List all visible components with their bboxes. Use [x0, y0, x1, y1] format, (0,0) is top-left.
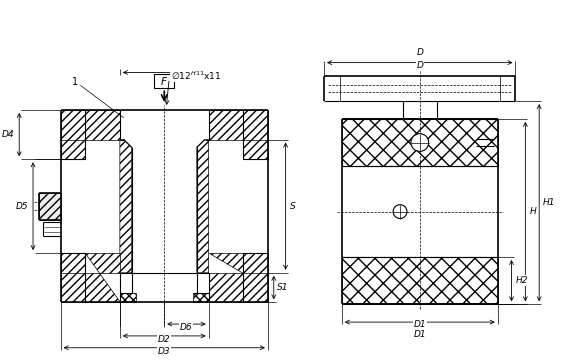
Text: H2: H2: [516, 276, 528, 285]
Polygon shape: [61, 110, 86, 159]
Bar: [154, 75, 174, 88]
Circle shape: [393, 205, 407, 218]
Polygon shape: [61, 253, 86, 302]
Bar: [120, 293, 136, 302]
Polygon shape: [197, 139, 209, 273]
Polygon shape: [243, 110, 268, 159]
Circle shape: [411, 134, 429, 151]
Text: D: D: [416, 60, 423, 70]
Text: D1: D1: [413, 330, 426, 339]
Text: D4: D4: [2, 130, 15, 139]
Polygon shape: [86, 253, 120, 302]
Polygon shape: [209, 253, 243, 302]
Bar: [342, 257, 498, 304]
Bar: [342, 119, 498, 166]
Polygon shape: [243, 139, 268, 159]
Text: $F$: $F$: [160, 75, 168, 87]
Text: S: S: [290, 202, 295, 211]
Text: D5: D5: [16, 202, 28, 211]
Polygon shape: [61, 253, 86, 273]
Text: $\emptyset$12$^{H11}$x11: $\emptyset$12$^{H11}$x11: [171, 69, 222, 82]
Text: D1: D1: [413, 320, 426, 329]
Polygon shape: [243, 253, 268, 273]
Polygon shape: [209, 110, 243, 159]
Polygon shape: [86, 110, 120, 159]
Polygon shape: [120, 139, 132, 273]
Text: D6: D6: [180, 323, 193, 332]
Text: 1: 1: [72, 78, 79, 87]
Text: D: D: [416, 48, 423, 57]
Text: D2: D2: [158, 335, 171, 344]
Polygon shape: [61, 139, 86, 159]
Polygon shape: [243, 253, 268, 302]
Text: H: H: [529, 207, 536, 216]
Text: H1: H1: [543, 198, 556, 207]
Bar: [39, 193, 61, 221]
Bar: [193, 293, 209, 302]
Text: S1: S1: [276, 283, 288, 292]
Text: D3: D3: [158, 347, 171, 356]
